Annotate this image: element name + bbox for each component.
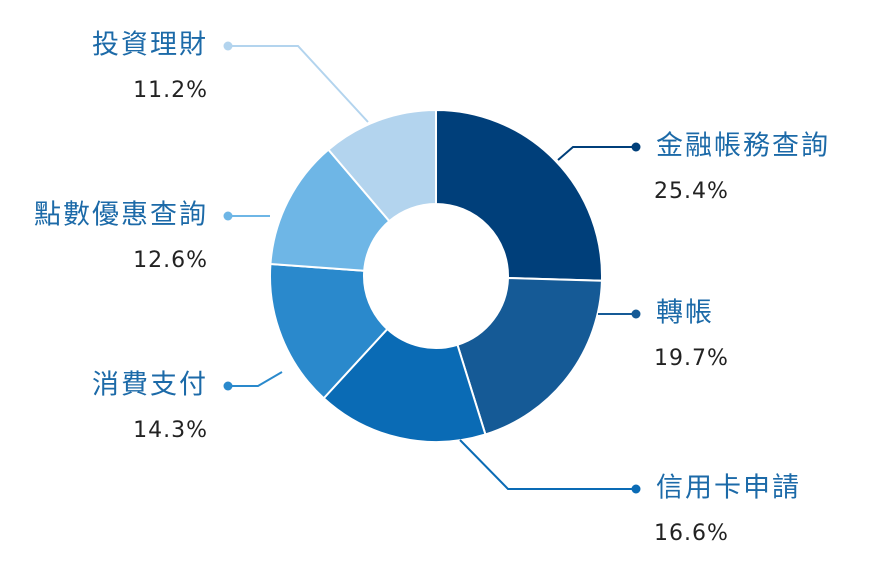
category-label: 投資理財 xyxy=(92,30,208,61)
value-label: 16.6% xyxy=(654,521,729,546)
value-label: 19.7% xyxy=(654,346,729,371)
donut-segment xyxy=(435,108,603,282)
leader-dot xyxy=(631,142,641,152)
donut-segment xyxy=(322,327,487,443)
leader-dot xyxy=(631,309,641,319)
leader-dot xyxy=(223,41,233,51)
value-label: 14.3% xyxy=(133,418,208,443)
value-label: 11.2% xyxy=(133,78,208,103)
leader-dot xyxy=(631,484,641,494)
category-label: 點數優惠查詢 xyxy=(34,200,208,231)
category-label: 消費支付 xyxy=(92,370,208,401)
leader-line xyxy=(557,146,636,161)
value-label: 25.4% xyxy=(654,179,729,204)
category-label: 轉帳 xyxy=(656,298,714,329)
leader-dot xyxy=(223,381,233,391)
leader-line xyxy=(459,439,636,490)
category-label: 金融帳務查詢 xyxy=(656,131,830,162)
value-label: 12.6% xyxy=(133,248,208,273)
leader-line xyxy=(228,45,369,123)
category-label: 信用卡申請 xyxy=(656,473,801,504)
donut-segment xyxy=(327,108,437,223)
leader-dot xyxy=(223,211,233,221)
leader-line xyxy=(228,371,283,387)
donut-segment xyxy=(456,277,603,436)
